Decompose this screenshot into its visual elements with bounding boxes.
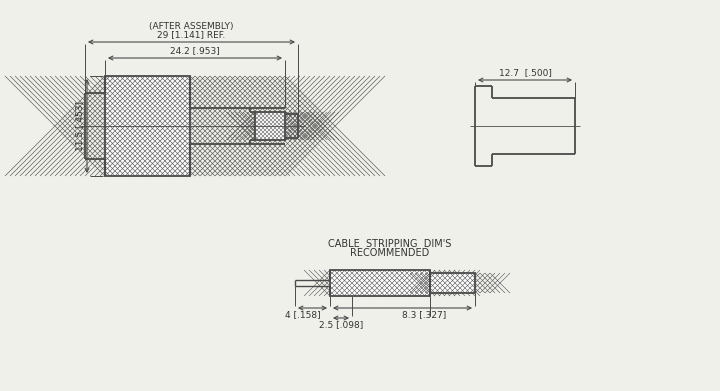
Text: RECOMMENDED: RECOMMENDED — [351, 248, 430, 258]
Bar — [430, 273, 475, 293]
Bar — [105, 76, 190, 176]
Text: 8.3 [.327]: 8.3 [.327] — [402, 310, 446, 319]
Bar — [330, 270, 430, 296]
Bar — [255, 112, 285, 140]
Bar — [430, 273, 475, 293]
Text: 4 [.158]: 4 [.158] — [284, 310, 320, 319]
Bar — [255, 112, 285, 140]
Text: CABLE  STRIPPING  DIM'S: CABLE STRIPPING DIM'S — [328, 239, 451, 249]
Text: 29 [1.141] REF.: 29 [1.141] REF. — [158, 30, 225, 39]
Text: (AFTER ASSEMBLY): (AFTER ASSEMBLY) — [149, 22, 234, 31]
Text: 11.5 [.453]: 11.5 [.453] — [75, 101, 84, 151]
Text: 12.7  [.500]: 12.7 [.500] — [498, 68, 552, 77]
Bar — [330, 270, 430, 296]
Text: 2.5 [.098]: 2.5 [.098] — [319, 320, 363, 329]
Text: 24.2 [.953]: 24.2 [.953] — [170, 46, 220, 55]
Bar — [105, 76, 190, 176]
